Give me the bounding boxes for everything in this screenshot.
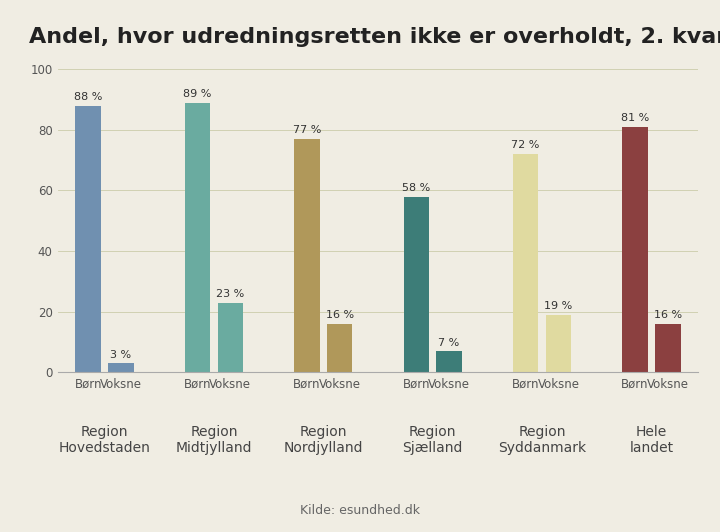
Text: 7 %: 7 %	[438, 337, 459, 347]
Text: 58 %: 58 %	[402, 183, 431, 193]
Bar	[655, 324, 680, 372]
Text: 19 %: 19 %	[544, 301, 572, 311]
Text: 16 %: 16 %	[654, 310, 682, 320]
Text: Region
Syddanmark: Region Syddanmark	[498, 425, 586, 455]
Text: 16 %: 16 %	[325, 310, 354, 320]
Text: 81 %: 81 %	[621, 113, 649, 123]
Bar	[294, 139, 320, 372]
Bar	[76, 105, 101, 372]
Text: Region
Hovedstaden: Region Hovedstaden	[59, 425, 150, 455]
Bar	[108, 363, 134, 372]
Text: Region
Sjælland: Region Sjælland	[402, 425, 463, 455]
Text: Hele
landet: Hele landet	[629, 425, 673, 455]
Bar	[185, 103, 210, 372]
Text: 89 %: 89 %	[184, 89, 212, 99]
Bar	[436, 351, 462, 372]
Text: 88 %: 88 %	[74, 92, 102, 102]
Text: 3 %: 3 %	[110, 350, 132, 360]
Text: Andel, hvor udredningsretten ikke er overholdt, 2. kvartal 2024: Andel, hvor udredningsretten ikke er ove…	[29, 27, 720, 47]
Bar	[327, 324, 353, 372]
Text: 23 %: 23 %	[216, 289, 245, 299]
Bar	[622, 127, 648, 372]
Text: Region
Nordjylland: Region Nordjylland	[284, 425, 363, 455]
Text: 77 %: 77 %	[293, 125, 321, 135]
Text: 72 %: 72 %	[511, 140, 540, 151]
Bar	[217, 303, 243, 372]
Text: Region
Midtjylland: Region Midtjylland	[176, 425, 252, 455]
Bar	[403, 196, 429, 372]
Bar	[546, 315, 571, 372]
Text: Kilde: esundhed.dk: Kilde: esundhed.dk	[300, 504, 420, 517]
Bar	[513, 154, 539, 372]
